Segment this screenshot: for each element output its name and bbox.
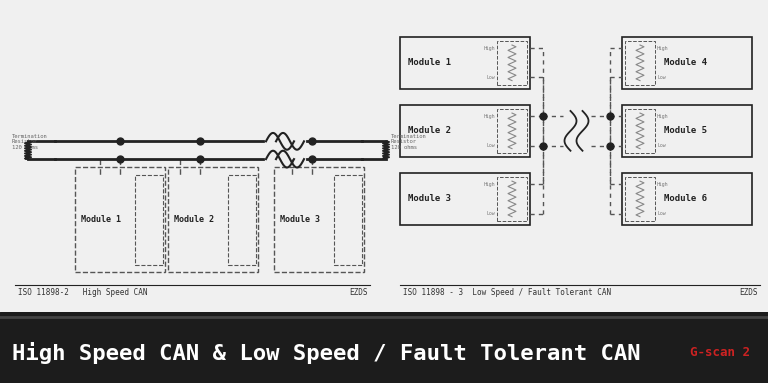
Bar — [400, 173, 530, 225]
Text: Module 1: Module 1 — [408, 58, 451, 67]
Text: Low: Low — [657, 143, 666, 148]
Text: EZDS: EZDS — [740, 288, 758, 297]
Text: Module 4: Module 4 — [664, 58, 707, 67]
Bar — [135, 175, 163, 265]
Bar — [334, 175, 362, 265]
Text: Module 6: Module 6 — [664, 195, 707, 203]
Text: ISO 11898 - 3  Low Speed / Fault Tolerant CAN: ISO 11898 - 3 Low Speed / Fault Tolerant… — [403, 288, 611, 297]
Bar — [400, 105, 530, 157]
Bar — [497, 109, 527, 153]
Bar — [622, 105, 752, 157]
Text: Low: Low — [657, 75, 666, 80]
Bar — [228, 175, 256, 265]
Text: High: High — [657, 182, 668, 187]
Text: Low: Low — [657, 211, 666, 216]
Text: Module 1: Module 1 — [81, 215, 121, 224]
Text: Module 2: Module 2 — [174, 215, 214, 224]
Bar — [274, 167, 364, 272]
Text: High: High — [657, 46, 668, 51]
Text: Module 3: Module 3 — [408, 195, 451, 203]
Text: Module 2: Module 2 — [408, 126, 451, 135]
Bar — [497, 177, 527, 221]
Bar — [497, 41, 527, 85]
Text: Module 3: Module 3 — [280, 215, 320, 224]
Text: Module 5: Module 5 — [664, 126, 707, 135]
Text: High: High — [484, 182, 495, 187]
Text: Low: Low — [486, 75, 495, 80]
Text: High Speed CAN & Low Speed / Fault Tolerant CAN: High Speed CAN & Low Speed / Fault Toler… — [12, 342, 641, 363]
Text: ISO 11898-2   High Speed CAN: ISO 11898-2 High Speed CAN — [18, 288, 147, 297]
Text: High: High — [657, 114, 668, 119]
Text: High: High — [484, 46, 495, 51]
Text: Low: Low — [486, 143, 495, 148]
Text: G-scan 2: G-scan 2 — [690, 346, 750, 359]
Bar — [168, 167, 258, 272]
Text: Termination
Resistor
120 ohms: Termination Resistor 120 ohms — [391, 134, 427, 150]
Bar — [625, 109, 655, 153]
Bar — [622, 173, 752, 225]
Bar — [622, 37, 752, 89]
Bar — [625, 177, 655, 221]
Text: High: High — [484, 114, 495, 119]
Text: Termination
Resistor
120 ohms: Termination Resistor 120 ohms — [12, 134, 48, 150]
Bar — [400, 37, 530, 89]
Text: EZDS: EZDS — [349, 288, 368, 297]
Bar — [625, 41, 655, 85]
Text: Low: Low — [486, 211, 495, 216]
Bar — [75, 167, 165, 272]
